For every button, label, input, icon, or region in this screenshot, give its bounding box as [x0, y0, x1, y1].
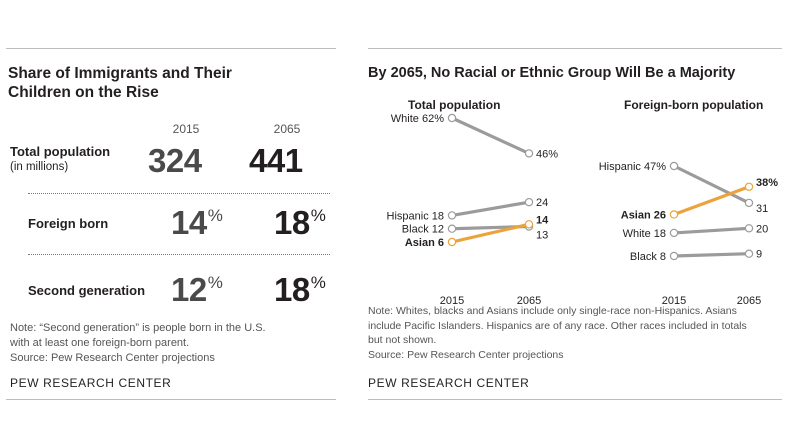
series-line-white	[672, 226, 751, 235]
data-label-asian-2065: 14	[536, 214, 549, 226]
series-line-asian	[450, 222, 531, 244]
footnote: Note: “Second generation” is people born…	[10, 321, 336, 366]
year-header-2065: 2065	[273, 122, 301, 136]
row-label-total-population: Total population	[10, 144, 111, 159]
data-label-white-2015: White 18	[623, 228, 666, 240]
row-divider	[28, 193, 330, 194]
point-hispanic-2065	[524, 197, 534, 207]
immigrants-panel: Share of Immigrants and Their Children o…	[6, 48, 336, 400]
source-line: Source: Pew Research Center projections	[368, 348, 564, 361]
point-black-2065	[744, 249, 754, 258]
series-line-asian	[672, 185, 751, 217]
data-label-asian-2065: 38%	[756, 177, 778, 189]
row-label-foreign-born: Foreign born	[28, 216, 109, 231]
bottom-divider	[368, 399, 782, 400]
racial-ethnic-panel: By 2065, No Racial or Ethnic Group Will …	[368, 48, 788, 400]
data-label-black-2015: Black 12	[402, 224, 444, 236]
point-asian-2015	[447, 237, 457, 247]
data-label-white-2015: White 62%	[391, 113, 444, 125]
point-white-2015	[447, 113, 457, 123]
total-population-2065: 441	[249, 142, 303, 179]
second-generation-2065: 18%	[274, 271, 326, 308]
data-label-asian-2015: Asian 6	[405, 237, 444, 249]
title-line-2: Children on the Rise	[8, 84, 159, 101]
point-hispanic-2015	[447, 211, 457, 220]
brand-label: PEW RESEARCH CENTER	[368, 376, 530, 390]
point-white-2065	[744, 224, 754, 233]
chart-title-foreign-born-population: Foreign-born population	[624, 98, 764, 112]
slope-charts: White 62% 46% Hispanic 18 24 Black 12 13 Asian…	[387, 113, 779, 307]
series-line-white	[450, 116, 531, 156]
x-tick-2065: 2065	[737, 295, 761, 307]
title-line-1: Share of Immigrants and Their	[8, 65, 232, 82]
note-line-1: Note: Whites, blacks and Asians include …	[368, 305, 737, 317]
row-divider	[28, 254, 330, 255]
x-tick-2015: 2015	[662, 295, 686, 307]
data-label-black-2015: Black 8	[630, 251, 666, 263]
series-line-black	[672, 252, 751, 258]
panel-title: By 2065, No Racial or Ethnic Group Will …	[368, 65, 736, 81]
brand-label: PEW RESEARCH CENTER	[10, 376, 172, 390]
note-line-2: include Pacific Islanders. Hispanics are…	[368, 319, 747, 332]
x-tick-2015: 2015	[440, 295, 464, 307]
note-line-3: but not shown.	[368, 334, 437, 346]
point-white-2015	[669, 228, 679, 238]
bottom-divider	[6, 399, 336, 400]
point-black-2015	[447, 224, 457, 233]
data-label-white-2065: 20	[756, 223, 768, 235]
series-line-hispanic	[450, 200, 531, 218]
series-line-hispanic	[672, 164, 751, 205]
note-line-1: Note: “Second generation” is people born…	[10, 322, 266, 334]
source-line: Source: Pew Research Center projections	[10, 352, 215, 364]
chart-title-total-population: Total population	[408, 98, 501, 112]
point-hispanic-2015	[669, 161, 679, 171]
data-label-asian-2015: Asian 26	[621, 209, 666, 221]
point-white-2065	[524, 149, 534, 158]
data-label-hispanic-2015: Hispanic 18	[387, 210, 444, 222]
point-hispanic-2065	[744, 198, 754, 208]
row-sublabel-in-millions: (in millions)	[10, 161, 69, 173]
foreign-born-2065: 18%	[274, 204, 326, 241]
data-label-white-2065: 46%	[536, 148, 558, 160]
second-generation-2015: 12%	[171, 271, 223, 308]
note-line-2: with at least one foreign-born parent.	[10, 337, 190, 349]
data-label-black-2065: 13	[536, 230, 548, 242]
footnote: Note: Whites, blacks and Asians include …	[368, 304, 782, 362]
point-asian-2065	[524, 220, 534, 229]
data-label-black-2065: 9	[756, 249, 762, 261]
data-label-hispanic-2065: 24	[536, 197, 548, 209]
row-label-second-generation: Second generation	[28, 283, 146, 298]
point-asian-2015	[669, 210, 679, 219]
data-label-hispanic-2065: 31	[756, 203, 768, 215]
panel-title: Share of Immigrants and Their Children o…	[8, 64, 232, 102]
top-divider	[6, 48, 336, 49]
total-population-2015: 324	[148, 142, 202, 179]
top-divider	[368, 48, 782, 49]
x-tick-2065: 2065	[517, 295, 541, 307]
foreign-born-2015: 14%	[171, 204, 223, 241]
year-header-2015: 2015	[172, 122, 200, 136]
point-asian-2065	[744, 182, 754, 191]
data-label-hispanic-2015: Hispanic 47%	[599, 161, 666, 173]
point-black-2015	[669, 251, 679, 261]
